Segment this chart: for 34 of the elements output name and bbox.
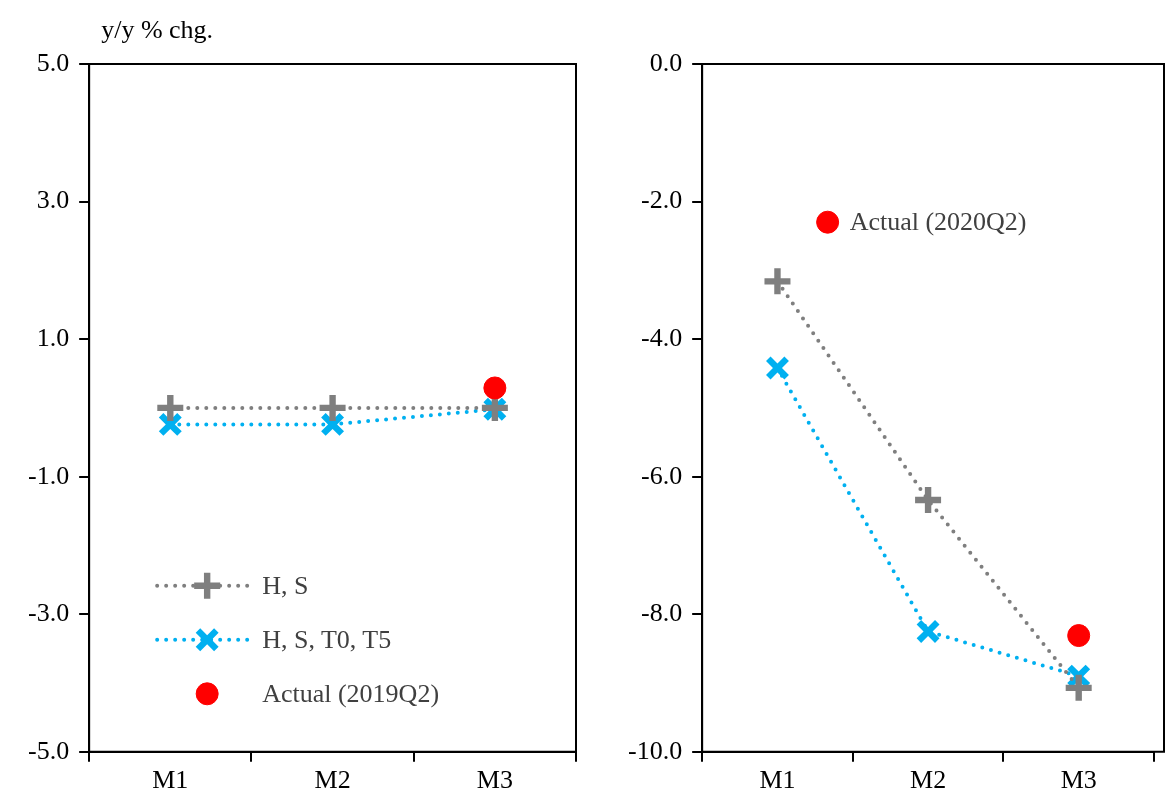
legend-label: H, S, T0, T5 <box>262 624 392 654</box>
y-tick-label: -10.0 <box>627 735 683 765</box>
legend-label: Actual (2020Q2) <box>849 207 1027 237</box>
point <box>1067 624 1091 648</box>
point <box>916 619 940 643</box>
y-tick-label: -6.0 <box>640 460 683 490</box>
y-tick-label: -5.0 <box>27 735 70 765</box>
y-tick-label: 0.0 <box>649 47 683 77</box>
point <box>766 356 789 380</box>
x-tick-label: M2 <box>910 765 947 795</box>
x-tick-label: M1 <box>759 765 796 795</box>
y-tick-label: 3.0 <box>36 185 70 215</box>
y-axis-title: y/y % chg. <box>101 15 214 44</box>
y-tick-label: 5.0 <box>36 47 70 77</box>
point <box>158 412 182 436</box>
point <box>157 394 184 421</box>
y-tick-label: 1.0 <box>36 322 70 352</box>
x-tick-label: M3 <box>1060 765 1097 795</box>
point <box>1065 674 1092 701</box>
x-tick-label: M2 <box>314 765 351 795</box>
point <box>915 487 942 514</box>
legend-label: Actual (2019Q2) <box>262 678 440 708</box>
y-tick-label: -4.0 <box>640 322 683 352</box>
point <box>319 394 346 421</box>
y-tick-label: -8.0 <box>640 598 683 628</box>
point <box>483 376 507 400</box>
legend-label: H, S <box>262 570 309 600</box>
y-tick-label: -1.0 <box>27 460 70 490</box>
x-tick-label: M1 <box>152 765 189 795</box>
y-tick-label: -3.0 <box>27 598 70 628</box>
point <box>321 412 345 436</box>
y-tick-label: -2.0 <box>640 185 683 215</box>
x-tick-label: M3 <box>476 765 513 795</box>
point <box>764 268 791 295</box>
